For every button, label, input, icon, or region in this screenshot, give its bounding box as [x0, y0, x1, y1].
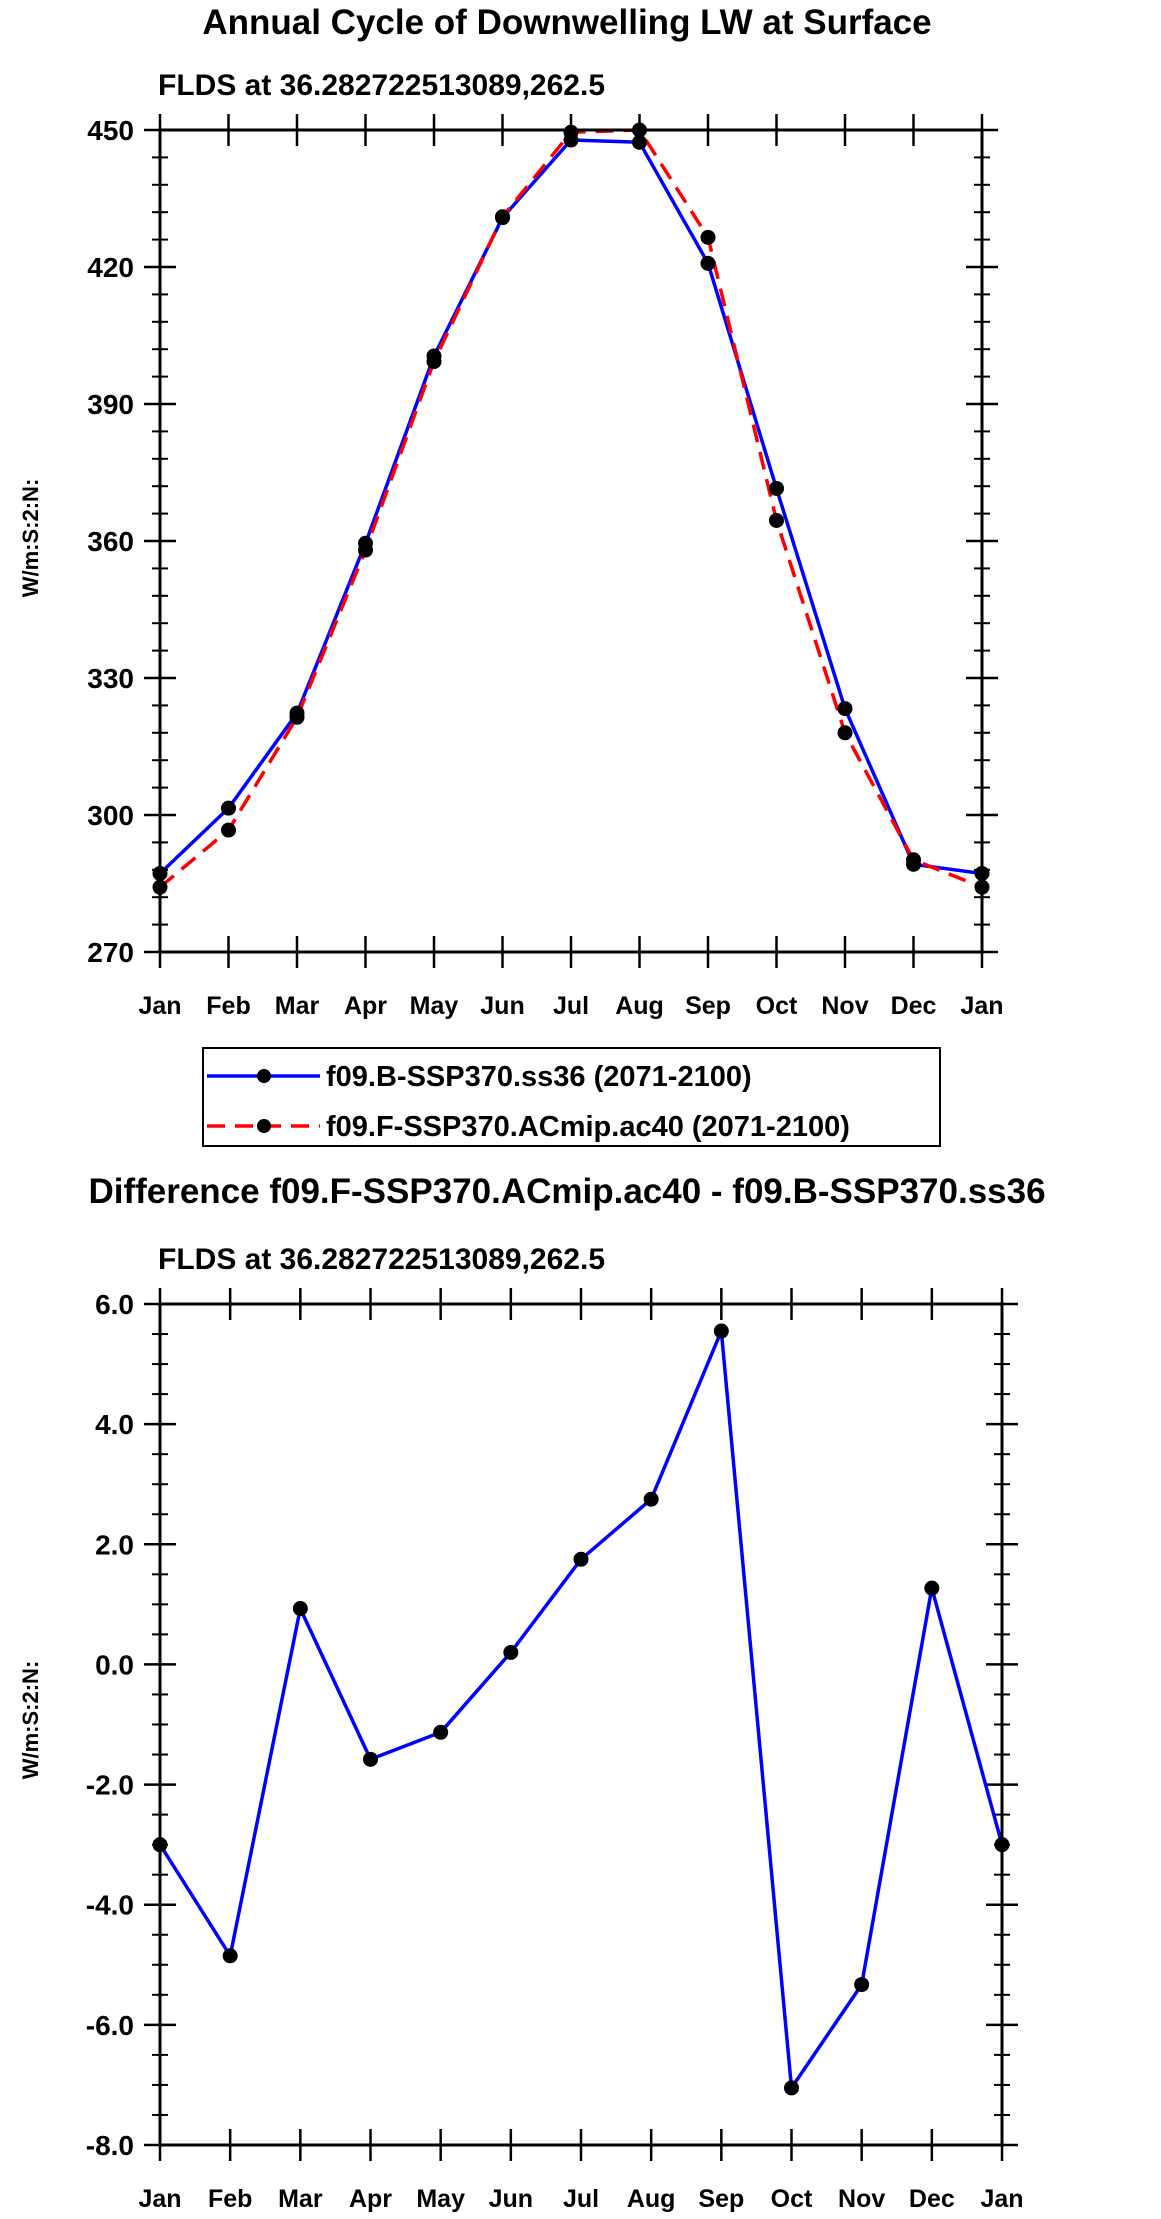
series-2-point [426, 354, 442, 370]
x-tick-label: Jul [563, 2185, 599, 2213]
y-tick-label: 300 [87, 800, 134, 831]
y-tick-label: 390 [87, 389, 134, 420]
x-tick-label: Jan [138, 992, 181, 1020]
chart1-series [152, 122, 990, 895]
x-tick-label: Jan [960, 992, 1003, 1020]
legend-marker-series-1 [257, 1069, 271, 1083]
y-tick-label: 450 [87, 115, 134, 146]
legend-entry-series-2: f09.F-SSP370.ACmip.ac40 (2071-2100) [207, 1111, 850, 1143]
x-tick-label: Dec [891, 992, 937, 1020]
chart1-subtitle: FLDS at 36.282722513089,262.5 [158, 69, 605, 102]
series-2-point [495, 209, 510, 225]
chart2-subtitle: FLDS at 36.282722513089,262.5 [158, 1243, 605, 1276]
legend-label-series-2: f09.F-SSP370.ACmip.ac40 (2071-2100) [326, 1111, 850, 1143]
x-tick-label: May [416, 2185, 465, 2213]
series-1-point [363, 1751, 378, 1767]
legend-entry-series-1: f09.B-SSP370.ss36 (2071-2100) [207, 1061, 752, 1093]
x-tick-label: Jun [480, 992, 524, 1020]
y-tick-label: -4.0 [86, 1890, 134, 1921]
y-tick-label: 360 [87, 526, 134, 557]
x-tick-label: Nov [821, 992, 868, 1020]
legend-marker-series-2 [257, 1119, 271, 1133]
x-tick-label: Aug [627, 2185, 676, 2213]
series-1-point [573, 1551, 589, 1567]
chart2-plot-frame [158, 1302, 1004, 2147]
series-line-1 [158, 138, 983, 876]
series-1-point [221, 800, 236, 816]
x-tick-label: Dec [909, 2185, 955, 2213]
x-tick-label: Jul [553, 992, 589, 1020]
chart1-x-tick-labels: Jan Feb Mar Apr May Jun Jul Aug Sep Oct Nov Dec Jan [138, 992, 1003, 1020]
series-1-point [769, 480, 784, 496]
series-2-point [906, 852, 921, 868]
chart1-legend: f09.B-SSP370.ss36 (2071-2100) f09.F-SSP3… [202, 1047, 941, 1147]
series-1-point [632, 134, 647, 150]
y-tick-label: 420 [87, 252, 134, 283]
x-tick-label: Sep [698, 2185, 744, 2213]
series-2-point [837, 725, 853, 741]
x-tick-label: Jan [138, 2185, 181, 2213]
series-1-point [854, 1977, 870, 1993]
series-1-point [222, 1948, 238, 1964]
y-tick-label: -6.0 [86, 2010, 134, 2041]
x-tick-label: Apr [344, 992, 387, 1020]
series-1-point [784, 2080, 799, 2096]
chart2-ylabel: W/m:S:2:N: [18, 1661, 43, 1780]
x-tick-label: Jan [980, 2185, 1023, 2213]
chart-difference: Difference f09.F-SSP370.ACmip.ac40 - f09… [18, 1172, 1046, 2213]
x-tick-label: Apr [349, 2185, 392, 2213]
series-2-point [700, 229, 716, 245]
series-2-point [289, 709, 305, 725]
chart1-y-tick-labels: 270 300 330 360 390 420 450 [87, 115, 134, 968]
x-tick-label: Oct [771, 2185, 813, 2213]
series-1-point [837, 701, 853, 717]
chart2-title: Difference f09.F-SSP370.ACmip.ac40 - f09… [88, 1172, 1045, 1211]
y-tick-label: 4.0 [95, 1409, 134, 1440]
y-tick-label: 330 [87, 663, 134, 694]
x-tick-label: Feb [208, 2185, 252, 2213]
x-tick-label: Nov [838, 2185, 885, 2213]
series-2-point [358, 542, 373, 558]
chart1-title: Annual Cycle of Downwelling LW at Surfac… [202, 3, 931, 42]
y-tick-label: -8.0 [86, 2130, 134, 2161]
chart1-ylabel: W/m:S:2:N: [18, 479, 43, 598]
series-1-point [700, 255, 716, 271]
x-tick-label: Jun [489, 2185, 533, 2213]
legend-box [202, 1047, 941, 1147]
series-1-point [924, 1580, 940, 1596]
chart-annual-cycle: Annual Cycle of Downwelling LW at Surfac… [18, 3, 1004, 1147]
y-tick-label: 0.0 [95, 1649, 134, 1680]
chart2-series [152, 1323, 1010, 2096]
y-tick-label: 270 [87, 937, 134, 968]
series-line-1 [158, 1329, 1004, 2090]
series-line-2 [158, 128, 983, 889]
series-1-point [503, 1644, 519, 1660]
chart2-y-tick-labels: -8.0 -6.0 -4.0 -2.0 0.0 2.0 4.0 6.0 [86, 1289, 134, 2161]
series-1-point [643, 1491, 659, 1507]
x-tick-label: Mar [278, 2185, 323, 2213]
x-tick-label: Sep [685, 992, 731, 1020]
chart2-ticks [144, 1288, 1018, 2161]
series-2-point [221, 822, 236, 838]
x-tick-label: Feb [206, 992, 250, 1020]
chart1-plot-frame [158, 128, 984, 954]
series-2-point [563, 124, 579, 140]
x-tick-label: Oct [756, 992, 798, 1020]
x-tick-label: Aug [615, 992, 664, 1020]
chart2-x-tick-labels: Jan Feb Mar Apr May Jun Jul Aug Sep Oct Nov Dec Jan [138, 2185, 1023, 2213]
legend-label-series-1: f09.B-SSP370.ss36 (2071-2100) [326, 1061, 752, 1093]
chart1-ticks [144, 114, 998, 968]
series-1-point [433, 1724, 449, 1740]
y-tick-label: 6.0 [95, 1289, 134, 1320]
series-1-point [292, 1601, 308, 1617]
x-tick-label: Mar [275, 992, 320, 1020]
series-2-point [769, 512, 784, 528]
y-tick-label: 2.0 [95, 1529, 134, 1560]
x-tick-label: May [410, 992, 459, 1020]
series-1-point [713, 1323, 729, 1339]
y-tick-label: -2.0 [86, 1770, 134, 1801]
